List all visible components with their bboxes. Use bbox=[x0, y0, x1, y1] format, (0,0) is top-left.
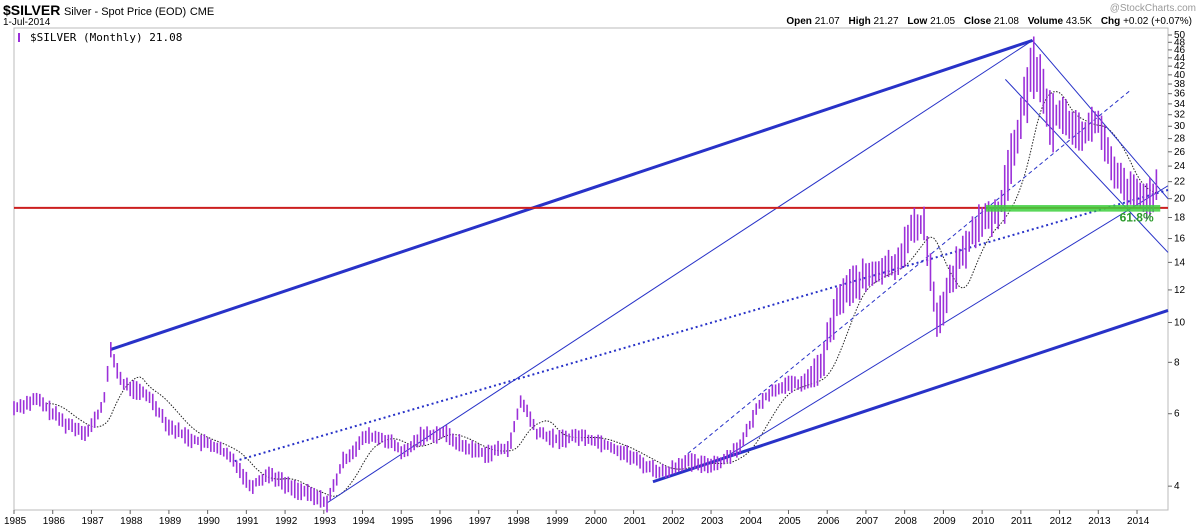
y-tick-label: 38 bbox=[1174, 79, 1186, 90]
x-tick-label: 1996 bbox=[430, 516, 453, 527]
y-tick-label: 20 bbox=[1174, 194, 1186, 205]
downtrend-channel-top bbox=[1032, 40, 1169, 199]
y-tick-label: 24 bbox=[1174, 161, 1186, 172]
y-tick-label: 28 bbox=[1174, 134, 1186, 145]
y-tick-label: 50 bbox=[1174, 30, 1186, 41]
exchange: CME bbox=[189, 6, 215, 18]
open-label: Open bbox=[786, 16, 812, 27]
y-tick-label: 18 bbox=[1174, 212, 1186, 223]
y-tick-label: 4 bbox=[1174, 481, 1180, 492]
x-tick-label: 2005 bbox=[778, 516, 801, 527]
x-tick-label: 2009 bbox=[933, 516, 956, 527]
close-label: Close bbox=[963, 16, 992, 27]
y-tick-label: 22 bbox=[1174, 177, 1186, 188]
y-tick-label: 32 bbox=[1174, 110, 1186, 121]
x-tick-label: 1997 bbox=[469, 516, 492, 527]
legend: $SILVER (Monthly) 21.08 bbox=[18, 31, 182, 44]
x-tick-label: 1993 bbox=[314, 516, 337, 527]
fib-label: 61.8% bbox=[1120, 211, 1154, 225]
y-tick-label: 34 bbox=[1174, 99, 1186, 110]
x-tick-label: 1987 bbox=[81, 516, 104, 527]
high-label: High bbox=[848, 16, 871, 27]
chart-title: $SILVER Silver - Spot Price (EOD) CME bbox=[3, 2, 214, 18]
x-tick-label: 1988 bbox=[120, 516, 143, 527]
y-tick-label: 12 bbox=[1174, 285, 1186, 296]
x-tick-label: 1991 bbox=[236, 516, 259, 527]
x-tick-label: 1999 bbox=[546, 516, 569, 527]
plot-frame bbox=[13, 27, 1169, 511]
x-tick-label: 1994 bbox=[353, 516, 376, 527]
x-tick-label: 1990 bbox=[198, 516, 221, 527]
trendline-channel-1 bbox=[327, 40, 1033, 503]
volume-label: Volume bbox=[1027, 16, 1064, 27]
symbol: $SILVER bbox=[3, 2, 61, 18]
trendline-dotted-long bbox=[234, 188, 1169, 463]
y-tick-label: 40 bbox=[1174, 70, 1186, 81]
x-tick-label: 2007 bbox=[856, 516, 879, 527]
high-value: 21.27 bbox=[873, 16, 899, 27]
x-tick-label: 1989 bbox=[159, 516, 182, 527]
x-tick-label: 2013 bbox=[1088, 516, 1111, 527]
y-tick-label: 16 bbox=[1174, 234, 1186, 245]
chg-label: Chg bbox=[1100, 16, 1121, 27]
y-tick-label: 36 bbox=[1174, 89, 1186, 100]
y-tick-label: 30 bbox=[1174, 121, 1186, 132]
x-tick-label: 2010 bbox=[972, 516, 995, 527]
x-tick-label: 2011 bbox=[1011, 516, 1033, 527]
x-tick-label: 1986 bbox=[43, 516, 66, 527]
y-tick-label: 26 bbox=[1174, 147, 1186, 158]
x-tick-label: 1998 bbox=[507, 516, 530, 527]
fib-zone-band bbox=[985, 205, 1161, 212]
y-tick-label: 44 bbox=[1174, 53, 1186, 64]
x-tick-label: 2012 bbox=[1050, 516, 1073, 527]
trendline-dashed bbox=[687, 90, 1130, 454]
watermark: @StockCharts.com bbox=[1109, 3, 1196, 14]
y-tick-label: 48 bbox=[1174, 37, 1186, 48]
legend-text: $SILVER (Monthly) 21.08 bbox=[30, 31, 183, 44]
x-tick-label: 2001 bbox=[624, 516, 647, 527]
x-tick-label: 1992 bbox=[275, 516, 298, 527]
close-value: 21.08 bbox=[993, 16, 1019, 27]
chg-value: +0.02 (+0.07%) bbox=[1123, 16, 1192, 27]
open-value: 21.07 bbox=[814, 16, 840, 27]
low-label: Low bbox=[907, 16, 928, 27]
x-tick-label: 1995 bbox=[391, 516, 414, 527]
y-tick-label: 10 bbox=[1174, 317, 1186, 328]
x-tick-label: 2006 bbox=[817, 516, 840, 527]
volume-value: 43.5K bbox=[1065, 16, 1093, 27]
low-value: 21.05 bbox=[930, 16, 956, 27]
chart-date: 1-Jul-2014 bbox=[3, 17, 51, 28]
x-tick-label: 1985 bbox=[4, 516, 27, 527]
x-tick-label: 2004 bbox=[740, 516, 763, 527]
x-tick-label: 2000 bbox=[585, 516, 608, 527]
moving-average-line bbox=[46, 90, 1157, 497]
trendline-major-top bbox=[110, 39, 1033, 351]
y-tick-label: 14 bbox=[1174, 257, 1186, 268]
ohlc-readout: Open 21.07 High 21.27 Low 21.05 Close 21… bbox=[780, 16, 1192, 27]
x-tick-label: 2003 bbox=[701, 516, 724, 527]
y-tick-label: 46 bbox=[1174, 45, 1186, 56]
y-tick-label: 42 bbox=[1174, 61, 1186, 72]
x-tick-label: 2014 bbox=[1127, 516, 1150, 527]
x-tick-label: 2008 bbox=[895, 516, 918, 527]
y-tick-label: 6 bbox=[1174, 409, 1180, 420]
x-tick-label: 2002 bbox=[662, 516, 685, 527]
description: Silver - Spot Price (EOD) bbox=[63, 6, 187, 18]
y-tick-label: 8 bbox=[1174, 357, 1180, 368]
downtrend-channel-bottom bbox=[1004, 79, 1169, 253]
trendline-major-bottom bbox=[652, 308, 1169, 484]
legend-swatch-icon bbox=[18, 33, 27, 42]
